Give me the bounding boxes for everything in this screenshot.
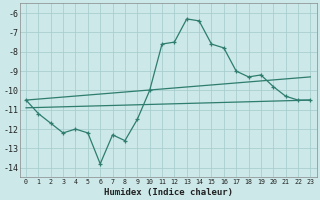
X-axis label: Humidex (Indice chaleur): Humidex (Indice chaleur) bbox=[104, 188, 233, 197]
